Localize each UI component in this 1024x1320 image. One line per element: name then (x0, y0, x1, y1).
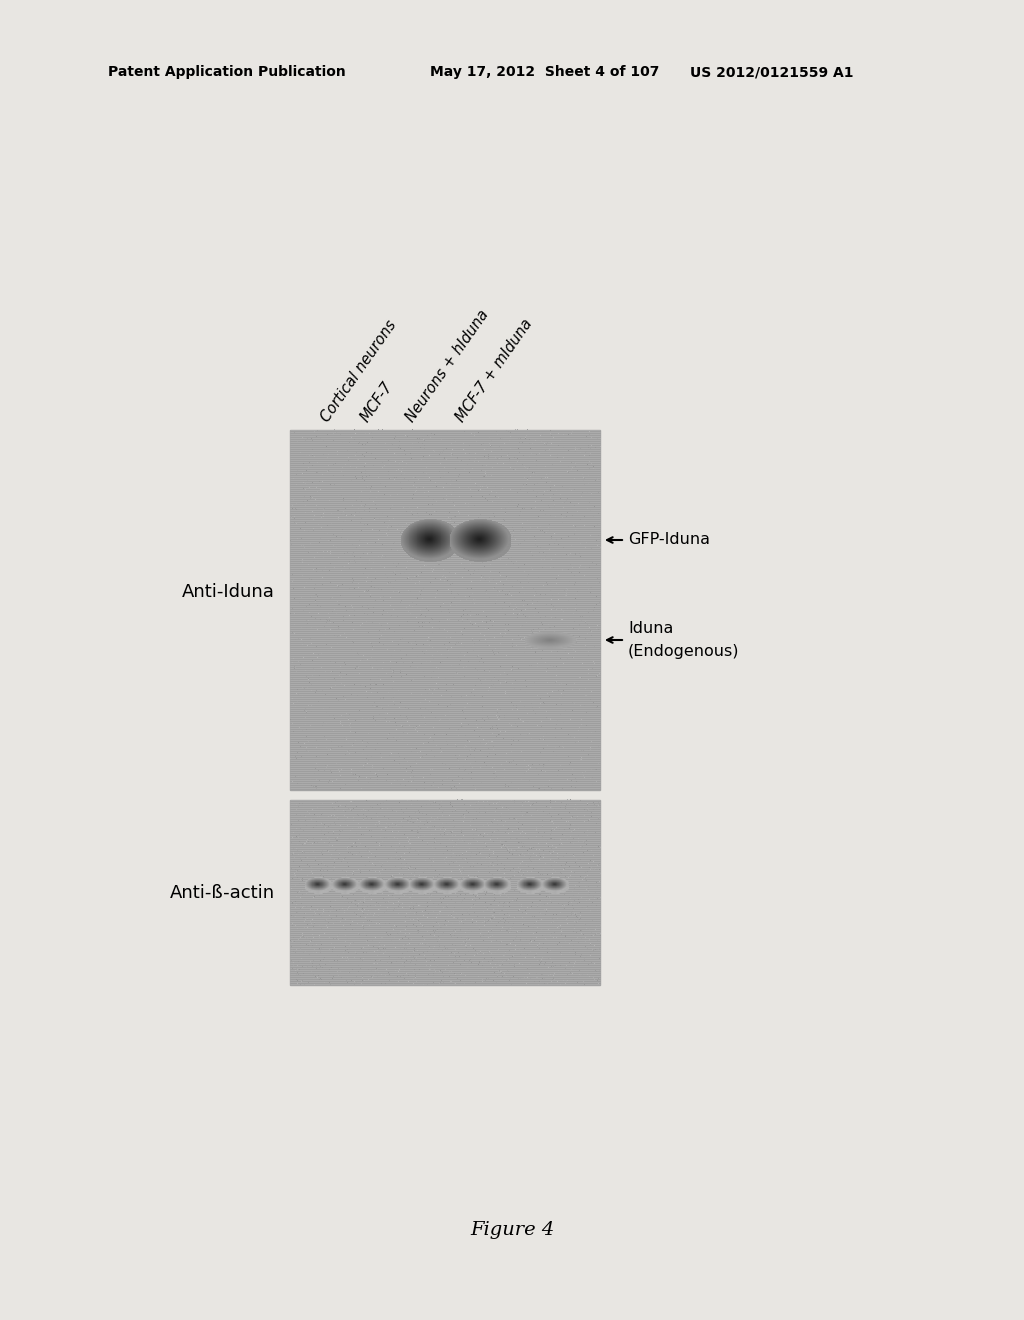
Text: Figure 4: Figure 4 (470, 1221, 554, 1239)
Text: Iduna: Iduna (628, 620, 674, 636)
Bar (290, 430, 600, 789)
Text: MCF-7: MCF-7 (357, 380, 396, 425)
Text: Cortical neurons: Cortical neurons (317, 318, 399, 425)
Text: May 17, 2012  Sheet 4 of 107: May 17, 2012 Sheet 4 of 107 (430, 65, 659, 79)
Text: Anti-Iduna: Anti-Iduna (182, 583, 275, 601)
Text: Anti-ß-actin: Anti-ß-actin (170, 883, 275, 902)
Text: MCF-7 + mIduna: MCF-7 + mIduna (453, 317, 535, 425)
Text: Neurons + hIduna: Neurons + hIduna (402, 308, 492, 425)
Bar (290, 800, 600, 985)
Text: Patent Application Publication: Patent Application Publication (108, 65, 346, 79)
Text: GFP-Iduna: GFP-Iduna (628, 532, 710, 548)
Text: (Endogenous): (Endogenous) (628, 644, 739, 659)
Text: US 2012/0121559 A1: US 2012/0121559 A1 (690, 65, 853, 79)
